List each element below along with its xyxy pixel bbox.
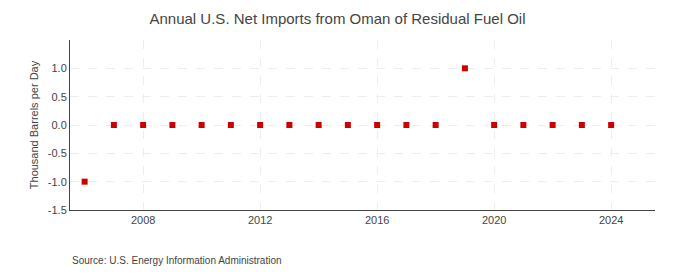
svg-text:-1.5: -1.5 — [48, 204, 67, 216]
svg-text:2020: 2020 — [482, 214, 506, 226]
svg-text:2012: 2012 — [248, 214, 272, 226]
svg-text:-0.5: -0.5 — [48, 147, 67, 159]
svg-text:Annual U.S. Net Imports from O: Annual U.S. Net Imports from Oman of Res… — [150, 10, 526, 27]
svg-text:2024: 2024 — [599, 214, 623, 226]
svg-text:-1.0: -1.0 — [48, 176, 67, 188]
svg-text:2016: 2016 — [365, 214, 389, 226]
svg-text:0.0: 0.0 — [52, 119, 67, 131]
svg-text:0.5: 0.5 — [52, 91, 67, 103]
svg-text:Thousand Barrels per Day: Thousand Barrels per Day — [28, 60, 40, 189]
svg-text:Source: U.S. Energy Informatio: Source: U.S. Energy Information Administ… — [72, 255, 282, 266]
svg-text:1.0: 1.0 — [52, 62, 67, 74]
svg-text:2008: 2008 — [131, 214, 155, 226]
